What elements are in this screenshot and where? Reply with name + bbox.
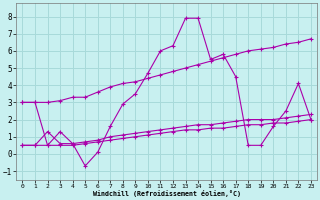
X-axis label: Windchill (Refroidissement éolien,°C): Windchill (Refroidissement éolien,°C) (93, 190, 241, 197)
